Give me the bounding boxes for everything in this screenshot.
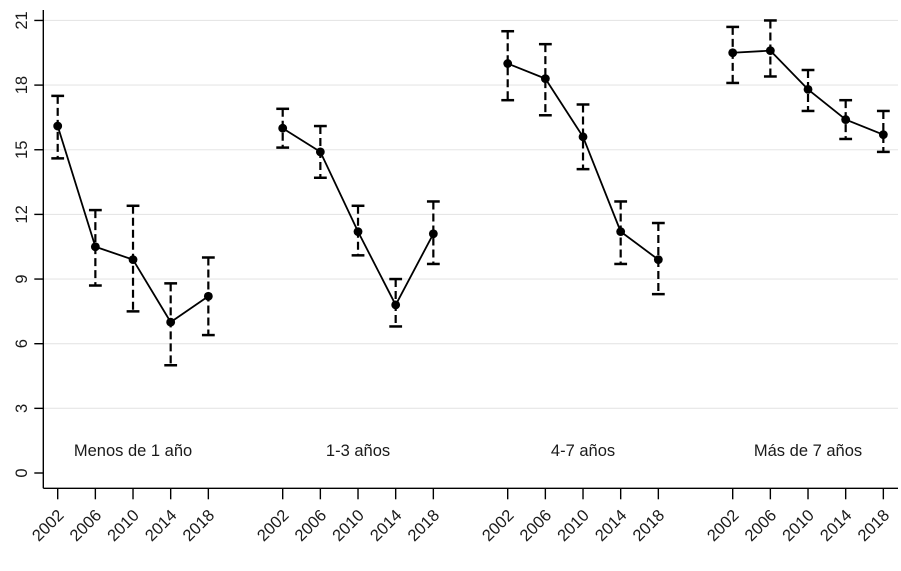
data-point [616,227,626,237]
data-point [391,300,401,310]
data-point [353,227,363,237]
y-tick-label: 3 [13,404,31,413]
y-tick-label: 12 [13,205,31,223]
data-point [90,242,100,252]
y-tick-label: 21 [13,11,31,29]
data-point [166,317,176,327]
data-point [53,121,63,131]
data-point [728,48,738,58]
data-point [841,115,851,124]
panel-label: Menos de 1 año [74,442,192,460]
data-point [765,46,775,56]
panel-label: Más de 7 años [754,442,862,460]
data-point [503,59,513,68]
data-point [803,85,813,94]
y-tick-label: 18 [13,76,31,94]
data-point [878,130,888,140]
panel-label: 1-3 años [326,442,390,460]
data-point [315,147,325,157]
data-point [128,255,138,265]
y-tick-label: 0 [13,468,31,477]
data-point [653,255,663,265]
data-point [203,291,213,301]
y-tick-label: 15 [13,141,31,159]
panel-label: 4-7 años [551,442,615,460]
data-point [578,132,588,142]
data-point [428,229,438,239]
y-tick-label: 6 [13,339,31,348]
data-point [540,74,550,84]
y-tick-label: 9 [13,274,31,283]
data-point [278,123,288,133]
